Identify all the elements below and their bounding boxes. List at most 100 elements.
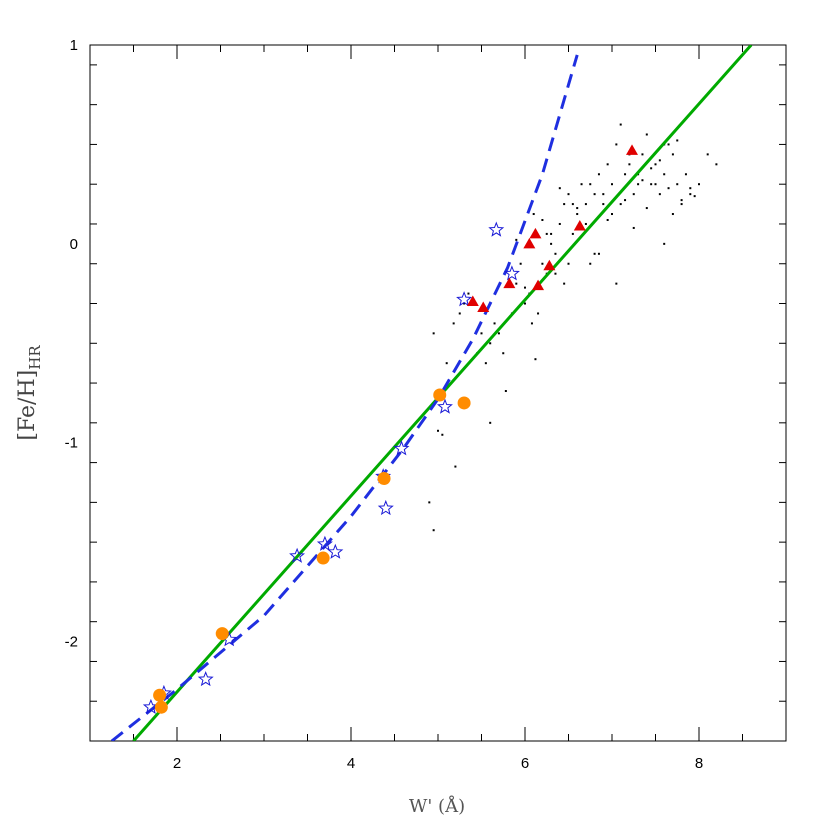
data-point-star	[503, 265, 520, 281]
data-point-dot	[550, 232, 553, 235]
y-axis-label: [Fe/H]HR	[15, 345, 44, 441]
data-point-dot	[576, 213, 579, 216]
data-point-dot	[619, 203, 622, 206]
data-point-dot	[624, 173, 627, 176]
data-point-dot	[497, 332, 500, 335]
data-point-dot	[689, 193, 692, 196]
data-point-dot	[584, 222, 587, 225]
data-point-dot	[550, 242, 553, 245]
data-point-dot	[589, 262, 592, 265]
data-point-dot	[515, 282, 518, 285]
data-point-star	[289, 547, 306, 563]
triangle-series	[466, 144, 639, 312]
data-point-dot	[532, 213, 535, 216]
data-point-dot	[706, 153, 709, 156]
data-point-dot	[524, 286, 526, 289]
dot-series	[428, 123, 718, 532]
data-point-dot	[654, 163, 657, 166]
data-point-dot	[624, 199, 627, 202]
data-point-dot	[615, 143, 618, 146]
data-point-dot	[680, 199, 683, 202]
data-point-dot	[602, 203, 605, 206]
data-point-dot	[554, 252, 557, 255]
y-tick-label: 1	[70, 37, 78, 54]
data-point-dot	[432, 529, 435, 532]
x-axis-label: W' (Å)	[409, 795, 465, 817]
data-point-dot	[589, 183, 592, 186]
y-tick-label: -1	[65, 435, 78, 452]
data-point-star	[436, 398, 453, 414]
data-point-star	[197, 671, 214, 687]
data-point-dot	[567, 262, 570, 265]
data-point-dot	[628, 163, 631, 166]
data-point-dot	[489, 342, 492, 345]
data-point-dot	[671, 153, 674, 156]
data-point-triangle	[543, 259, 556, 271]
y-axis-label-main: [Fe/H]	[15, 370, 40, 441]
data-point-dot	[558, 187, 561, 190]
fit-lines	[110, 45, 753, 741]
data-point-dot	[467, 292, 470, 295]
data-point-dot	[663, 173, 666, 176]
data-point-dot	[693, 195, 696, 198]
data-point-dot	[530, 322, 533, 325]
data-point-dot	[441, 433, 444, 436]
data-point-dot	[545, 232, 548, 235]
data-point-circle	[215, 627, 229, 641]
data-point-dot	[597, 173, 600, 176]
data-point-dot	[515, 238, 518, 241]
data-point-dot	[619, 123, 622, 126]
data-point-dot	[597, 252, 600, 255]
data-point-dot	[606, 163, 609, 166]
data-point-dot	[567, 193, 570, 196]
data-point-dot	[632, 226, 635, 229]
data-point-circle	[153, 688, 167, 702]
data-point-dot	[676, 183, 679, 186]
data-point-dot	[463, 302, 466, 305]
circle-series	[153, 388, 471, 714]
data-point-triangle	[573, 219, 586, 231]
data-point-dot	[676, 139, 679, 142]
data-point-dot	[454, 465, 457, 468]
data-point-triangle	[523, 237, 536, 249]
data-point-dot	[480, 332, 483, 335]
data-point-dot	[458, 312, 461, 315]
star-series	[142, 221, 520, 715]
data-point-triangle	[477, 301, 490, 312]
data-point-dot	[432, 332, 435, 335]
data-point-triangle	[532, 279, 545, 291]
data-point-dot	[611, 213, 613, 216]
data-point-dot	[489, 421, 492, 424]
y-tick-label: 0	[70, 236, 78, 253]
x-tick-label: 6	[521, 755, 529, 772]
data-point-dot	[524, 302, 526, 305]
data-point-dot	[584, 203, 587, 206]
data-point-dot	[593, 252, 596, 255]
data-point-dot	[641, 179, 644, 182]
data-point-dot	[698, 183, 700, 186]
tick-labels: 2 4 6 8 -2 -1 0 1	[65, 37, 704, 772]
y-tick-label: -2	[65, 634, 78, 651]
data-point-dot	[541, 218, 544, 221]
data-point-dot	[637, 183, 640, 186]
data-point-dot	[504, 390, 507, 393]
data-point-dot	[558, 222, 561, 225]
data-point-dot	[576, 207, 579, 210]
data-point-dot	[680, 203, 683, 206]
x-tick-label: 8	[695, 755, 703, 772]
data-point-dot	[615, 282, 618, 285]
data-point-circle	[377, 472, 391, 486]
data-point-circle	[316, 551, 330, 565]
axis-ticks	[89, 45, 787, 742]
x-tick-label: 2	[173, 755, 181, 772]
data-point-triangle	[529, 227, 542, 239]
data-point-dot	[632, 193, 635, 196]
data-point-circle	[457, 396, 471, 410]
data-point-circle	[433, 388, 447, 402]
data-point-dot	[428, 501, 431, 504]
data-point-dot	[593, 193, 596, 196]
data-point-star	[327, 543, 344, 559]
y-axis-label-sub: HR	[26, 345, 44, 370]
data-point-circle	[154, 700, 168, 714]
